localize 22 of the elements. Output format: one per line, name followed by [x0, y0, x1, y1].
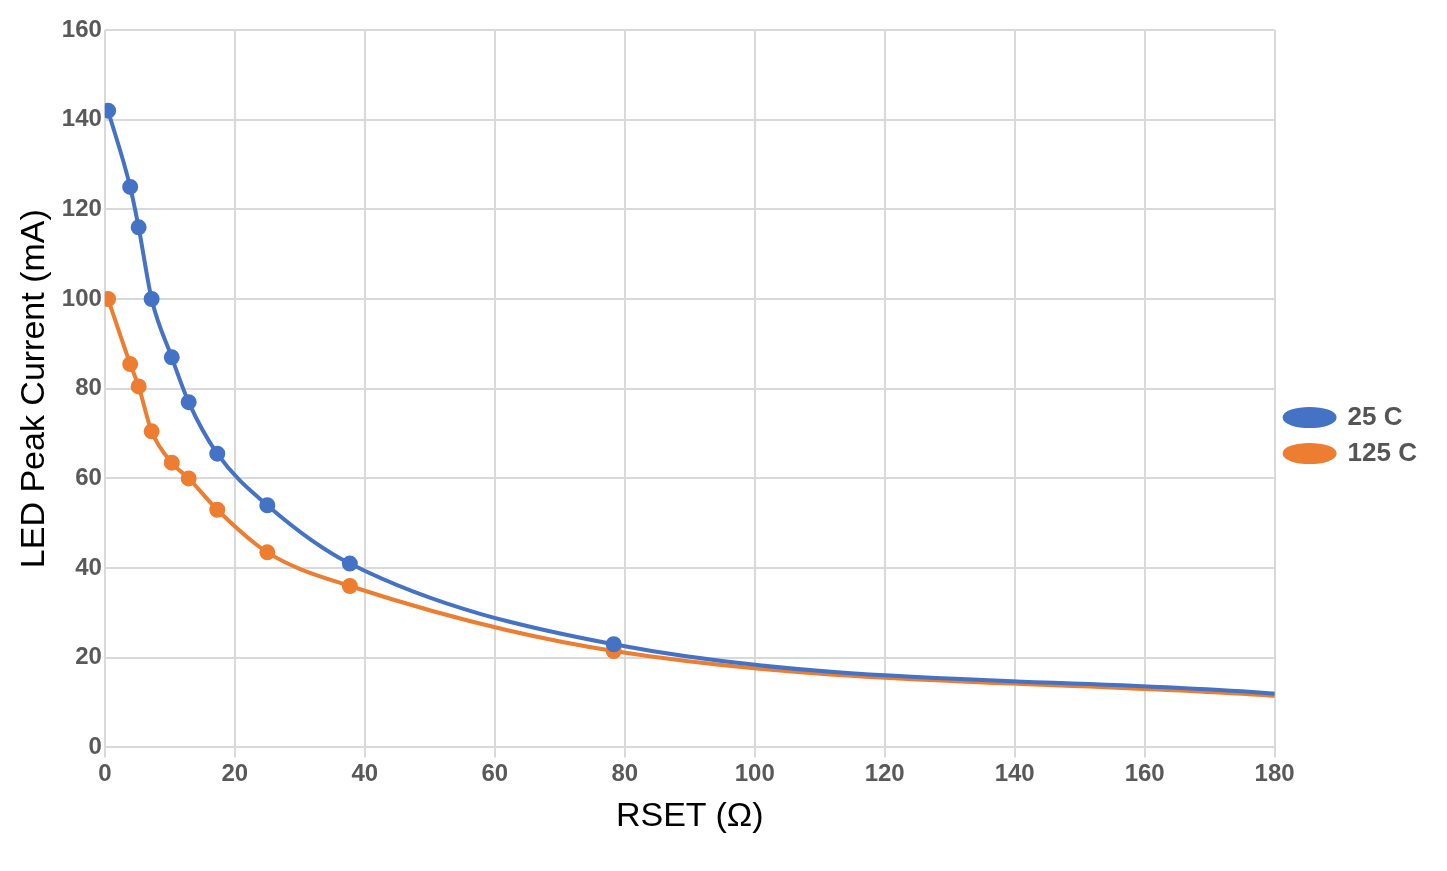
y-tick-label: 120	[61, 193, 102, 221]
x-tick-label: 100	[734, 759, 775, 787]
y-axis-title: LED Peak Current (mA)	[12, 209, 51, 569]
x-tick-label: 20	[221, 759, 249, 787]
x-tick-label: 120	[864, 759, 905, 787]
legend-label: 25 C	[1347, 400, 1403, 431]
y-tick-label: 0	[88, 732, 102, 760]
y-tick-label: 160	[61, 14, 102, 42]
y-tick-label: 80	[75, 373, 102, 401]
y-tick-label: 20	[75, 642, 102, 670]
x-tick-label: 60	[481, 759, 509, 787]
y-tick-label: 100	[61, 283, 102, 311]
legend-label: 125 C	[1347, 436, 1418, 467]
y-tick-label: 40	[75, 552, 102, 580]
x-tick-label: 140	[994, 759, 1035, 787]
x-tick-label: 40	[351, 759, 379, 787]
x-axis-title: RSET (Ω)	[615, 794, 764, 833]
x-tick-label: 160	[1124, 759, 1165, 787]
y-tick-label: 140	[61, 104, 102, 132]
x-tick-label: 180	[1254, 759, 1295, 787]
y-tick-label: 60	[75, 463, 102, 490]
x-tick-label: 80	[611, 759, 639, 787]
